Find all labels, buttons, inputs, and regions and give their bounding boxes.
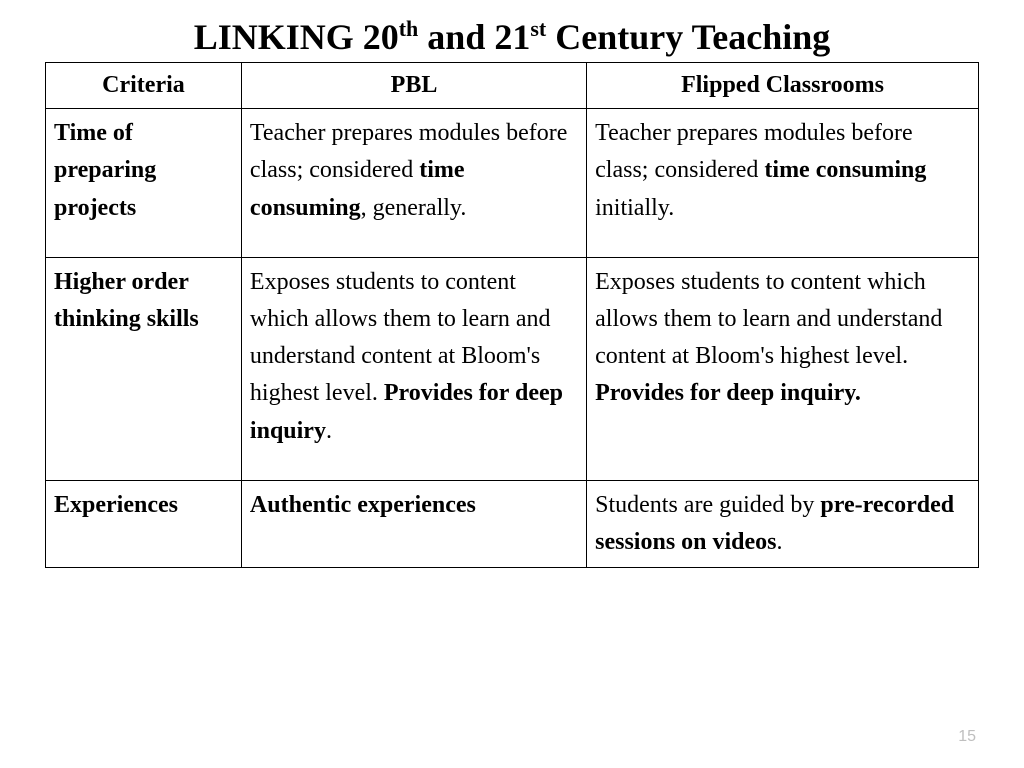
cell-pbl: Authentic experiences [241,480,586,567]
col-header-pbl: PBL [241,63,586,109]
title-sup-st: st [530,16,546,41]
cell-criteria: Time of preparing projects [46,109,242,258]
title-sup-th: th [399,16,419,41]
cell-pbl: Teacher prepares modules before class; c… [241,109,586,258]
title-c: and 21 [418,17,530,57]
table-row: Time of preparing projectsTeacher prepar… [46,109,979,258]
cell-flipped: Exposes students to content which allows… [587,257,979,480]
col-header-criteria: Criteria [46,63,242,109]
cell-flipped: Students are guided by pre-recorded sess… [587,480,979,567]
comparison-table: Criteria PBL Flipped Classrooms Time of … [45,62,979,568]
cell-criteria: Higher order thinking skills [46,257,242,480]
title-a: LINKING 20 [194,17,399,57]
cell-criteria: Experiences [46,480,242,567]
table-body: Time of preparing projectsTeacher prepar… [46,109,979,568]
table-row: ExperiencesAuthentic experiencesStudents… [46,480,979,567]
slide-title: LINKING 20th and 21st Century Teaching [45,15,979,60]
table-row: Higher order thinking skillsExposes stud… [46,257,979,480]
cell-pbl: Exposes students to content which allows… [241,257,586,480]
col-header-flipped: Flipped Classrooms [587,63,979,109]
table-header-row: Criteria PBL Flipped Classrooms [46,63,979,109]
cell-flipped: Teacher prepares modules before class; c… [587,109,979,258]
title-e: Century Teaching [546,17,830,57]
page-number: 15 [958,728,976,746]
